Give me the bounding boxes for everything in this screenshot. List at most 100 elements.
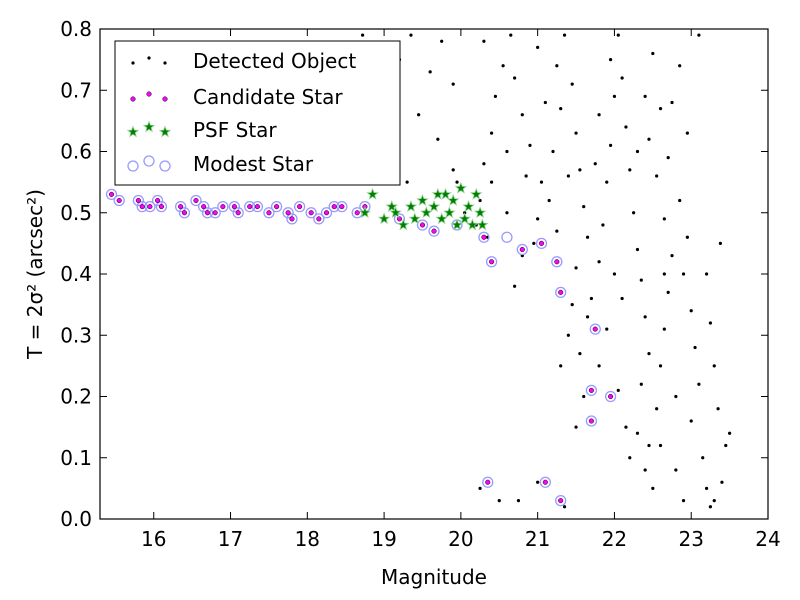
- candidate-star-point: [316, 216, 322, 222]
- detected-object-point: [562, 505, 567, 509]
- legend-marker-modest-star: [143, 155, 155, 167]
- detected-object-point: [578, 168, 582, 172]
- candidate-star-point: [108, 191, 115, 197]
- candidate-star-point: [554, 259, 560, 265]
- y-axis-label: T = 2σ² (arcsec²): [23, 189, 47, 360]
- modest-star-point: [585, 415, 598, 427]
- legend-marker-psf-star: [142, 120, 156, 133]
- data-layer: [105, 33, 732, 509]
- modest-star-point: [144, 200, 156, 213]
- psf-star-point: [377, 212, 391, 225]
- detected-object-point: [451, 168, 455, 172]
- candidate-star-point: [274, 204, 280, 210]
- detected-object-point: [666, 156, 670, 160]
- detected-object-point: [628, 168, 632, 172]
- psf-star-point: [396, 218, 410, 231]
- psf-star-point: [454, 181, 468, 194]
- detected-object-point: [605, 180, 609, 184]
- modest-star-point: [198, 200, 210, 213]
- detected-object-point: [662, 272, 666, 276]
- legend-marker-candidate-star: [162, 96, 168, 102]
- psf-star-point: [358, 206, 372, 219]
- detected-object-point: [624, 425, 628, 429]
- detected-object-point: [428, 70, 432, 74]
- detected-object-point: [635, 247, 640, 252]
- detected-object-point: [585, 315, 590, 319]
- detected-object-point: [505, 211, 509, 215]
- modest-star-point: [209, 207, 221, 219]
- modest-star-point: [336, 200, 348, 213]
- candidate-star-point: [135, 197, 141, 204]
- candidate-star-point: [201, 204, 207, 210]
- detected-object-point: [539, 180, 544, 184]
- detected-object-point: [597, 364, 601, 368]
- modest-star-point: [201, 207, 214, 219]
- detected-object-point: [670, 254, 674, 258]
- detected-object-point: [643, 315, 647, 319]
- detected-object-point: [718, 241, 722, 245]
- detected-object-point: [728, 431, 732, 435]
- modest-star-point: [113, 194, 125, 207]
- modest-star-point: [293, 200, 306, 213]
- detected-object-point: [547, 198, 551, 203]
- psf-star-point: [404, 199, 418, 212]
- candidate-star-point: [254, 204, 260, 210]
- modest-star-point: [136, 200, 148, 213]
- detected-object-point: [658, 107, 663, 111]
- detected-object-point: [639, 278, 643, 282]
- modest-star-point: [244, 200, 256, 213]
- detected-object-point: [440, 39, 444, 43]
- candidate-star-point: [308, 210, 314, 216]
- psf-star-point: [427, 199, 441, 212]
- detected-object-point: [685, 131, 689, 135]
- detected-object-point: [478, 198, 482, 203]
- candidate-star-point: [558, 289, 564, 295]
- modest-star-point: [416, 219, 429, 231]
- detected-object-point: [632, 211, 636, 215]
- legend-marker-psf-star: [158, 125, 172, 138]
- axes-layer: 16 17 18 19 20 21 22 23 24 0.0 0.1 0.2 0.3 0.4 0.5 0.6 0…: [23, 17, 781, 589]
- detected-object-point: [647, 443, 651, 448]
- y-tick-label: 0.6: [60, 140, 92, 164]
- x-tick-label: 16: [141, 527, 166, 551]
- legend-marker-candidate-star: [146, 91, 152, 97]
- detected-object-point: [712, 499, 716, 503]
- detected-object-point: [417, 113, 421, 117]
- detected-object-point: [678, 198, 682, 203]
- detected-object-point: [516, 499, 521, 503]
- y-tick-label: 0.1: [60, 446, 92, 470]
- legend-label: Candidate Star: [193, 85, 343, 109]
- detected-object-point: [566, 333, 570, 337]
- psf-star-point: [476, 218, 489, 231]
- detected-object-point: [497, 499, 501, 503]
- candidate-star-point: [193, 197, 199, 204]
- detected-object-point: [532, 241, 536, 245]
- y-tick-label: 0.8: [60, 17, 92, 41]
- candidate-star-point: [139, 204, 145, 210]
- modest-star-point: [305, 207, 317, 219]
- detected-object-point: [582, 205, 586, 209]
- psf-star-point: [431, 187, 445, 200]
- detected-object-point: [643, 94, 647, 98]
- detected-object-point: [536, 217, 540, 221]
- candidate-star-point: [592, 326, 598, 332]
- legend-marker-psf-star: [126, 125, 140, 138]
- detected-object-point: [662, 217, 666, 221]
- detected-object-point: [620, 76, 624, 80]
- detected-object-point: [559, 364, 563, 368]
- detected-object-point: [701, 456, 705, 460]
- detected-object-point: [612, 272, 617, 276]
- detected-object-point: [655, 174, 659, 178]
- detected-object-point: [536, 45, 540, 49]
- detected-object-point: [597, 260, 601, 264]
- candidate-star-point: [538, 240, 545, 246]
- modest-star-point: [328, 200, 340, 213]
- modest-star-point: [155, 200, 168, 213]
- modest-star-point: [589, 323, 601, 335]
- x-tick-label: 24: [755, 527, 780, 551]
- detected-object-point: [489, 131, 494, 135]
- modest-star-point: [270, 200, 283, 213]
- y-tick-label: 0.3: [60, 323, 92, 347]
- detected-object-point: [501, 64, 505, 68]
- legend-label: Modest Star: [193, 152, 314, 176]
